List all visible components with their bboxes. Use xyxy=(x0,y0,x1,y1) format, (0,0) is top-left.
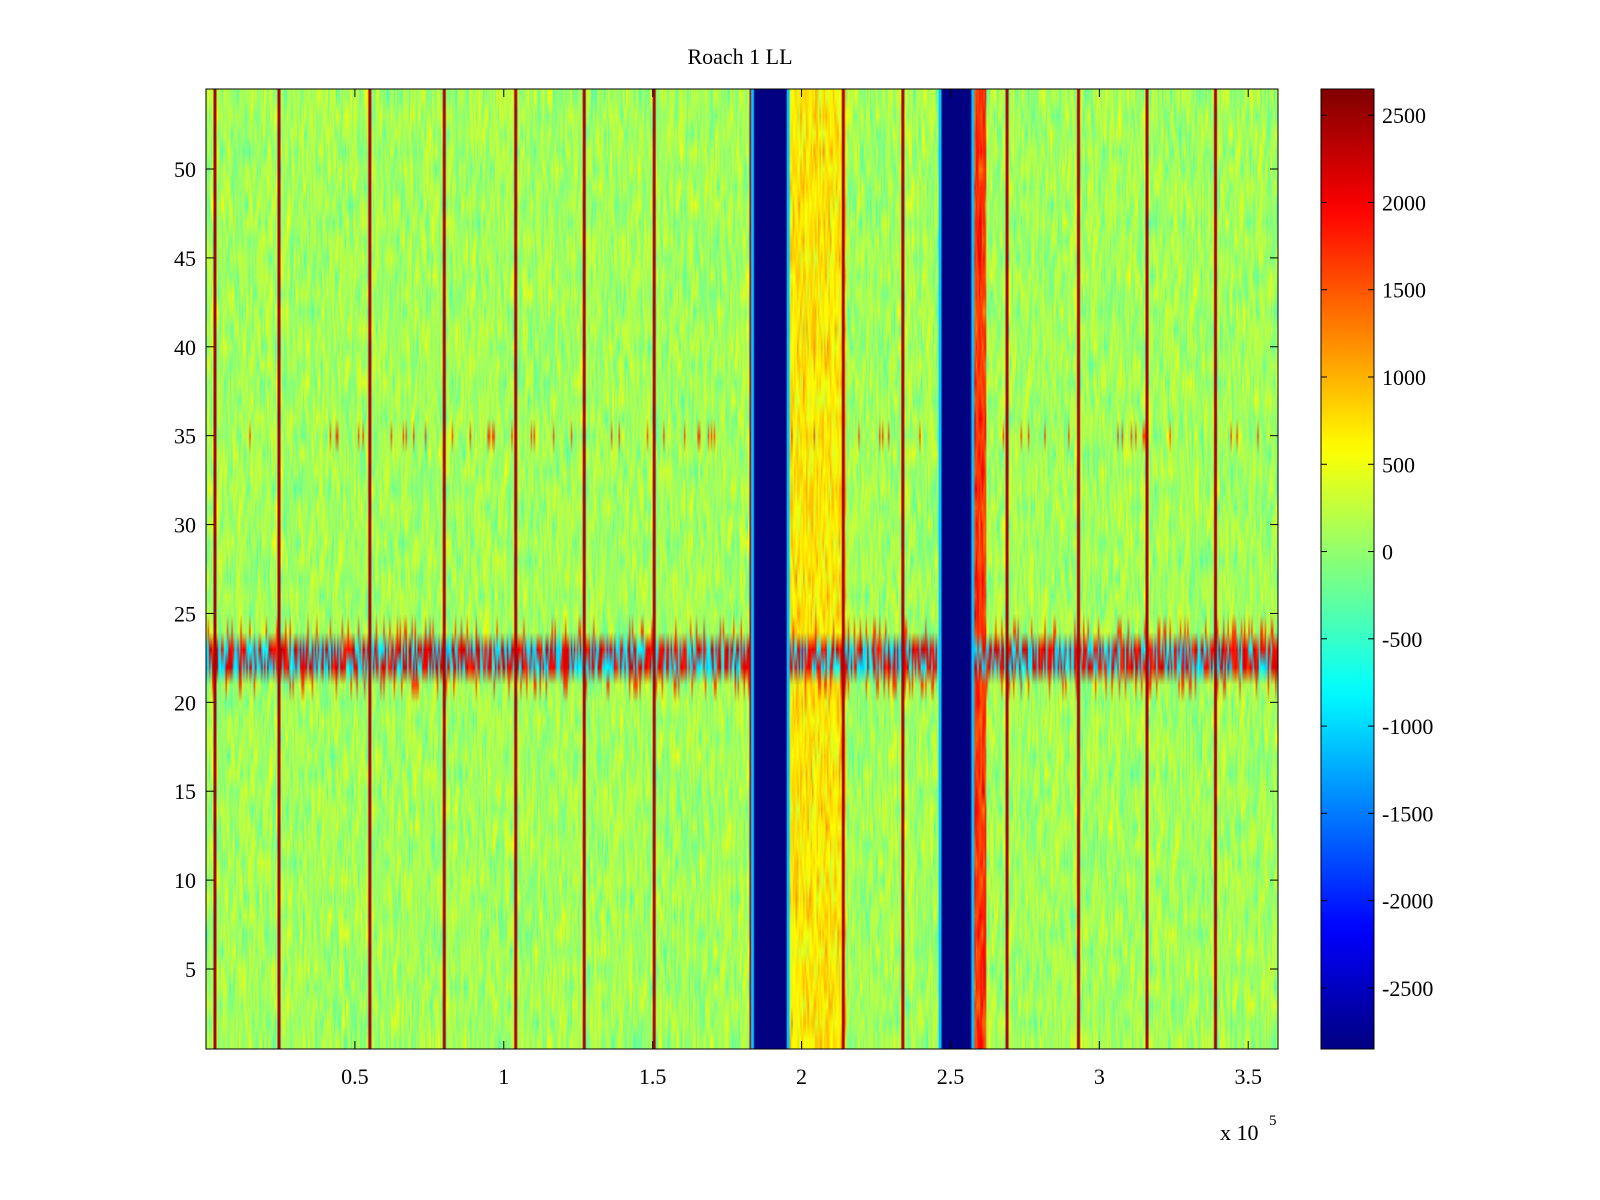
colorbar-tick-label: 500 xyxy=(1382,452,1415,477)
y-tick-label: 50 xyxy=(174,157,196,182)
y-tick-label: 25 xyxy=(174,601,196,626)
heatmap-image xyxy=(206,89,1278,1049)
colorbar-tick-label: 1500 xyxy=(1382,278,1426,303)
x-tick-label: 2 xyxy=(796,1064,807,1089)
x-axis-exponent: x 10 5 xyxy=(1220,1113,1277,1145)
y-tick-label: 40 xyxy=(174,335,196,360)
x-axis-exponent-base: x 10 xyxy=(1220,1120,1259,1145)
x-tick-label: 2.5 xyxy=(937,1064,965,1089)
colorbar-tick-label: -1500 xyxy=(1382,801,1433,826)
colorbar-ticks: 2500 2000 1500 1000 500 0 -500 -1000 -1500 -2000 -… xyxy=(1321,103,1433,1001)
y-tick-label: 45 xyxy=(174,246,196,271)
y-tick-label: 20 xyxy=(174,690,196,715)
chart-title: Roach 1 LL xyxy=(687,44,792,69)
colorbar-tick-label: -1000 xyxy=(1382,714,1433,739)
y-tick-label: 15 xyxy=(174,779,196,804)
colorbar-tick-label: 2000 xyxy=(1382,190,1426,215)
y-tick-label: 5 xyxy=(185,957,196,982)
colorbar-tick-label: -2500 xyxy=(1382,976,1433,1001)
plot-area xyxy=(205,88,1279,1050)
plot-frame xyxy=(205,88,1279,1050)
colorbar: 2500 2000 1500 1000 500 0 -500 -1000 -1500 -2000 -… xyxy=(1320,88,1433,1050)
x-tick-label: 1.5 xyxy=(639,1064,667,1089)
x-axis: 0.5 1 1.5 2 2.5 3 3.5 xyxy=(341,89,1262,1089)
x-tick-label: 3.5 xyxy=(1234,1064,1262,1089)
y-tick-label: 30 xyxy=(174,513,196,538)
y-tick-label: 10 xyxy=(174,868,196,893)
colorbar-tick-label: -500 xyxy=(1382,627,1422,652)
x-axis-exponent-power: 5 xyxy=(1269,1113,1277,1129)
colorbar-frame xyxy=(1320,88,1375,1050)
x-tick-label: 0.5 xyxy=(341,1064,369,1089)
y-axis: 5 10 15 20 25 30 35 40 45 50 xyxy=(174,157,1278,982)
x-tick-label: 1 xyxy=(498,1064,509,1089)
colorbar-tick-label: -2000 xyxy=(1382,889,1433,914)
x-tick-label: 3 xyxy=(1094,1064,1105,1089)
colorbar-tick-label: 1000 xyxy=(1382,365,1426,390)
colorbar-tick-label: 2500 xyxy=(1382,103,1426,128)
colorbar-tick-label: 0 xyxy=(1382,540,1393,565)
y-tick-label: 35 xyxy=(174,424,196,449)
colorbar-gradient xyxy=(1321,89,1374,1049)
